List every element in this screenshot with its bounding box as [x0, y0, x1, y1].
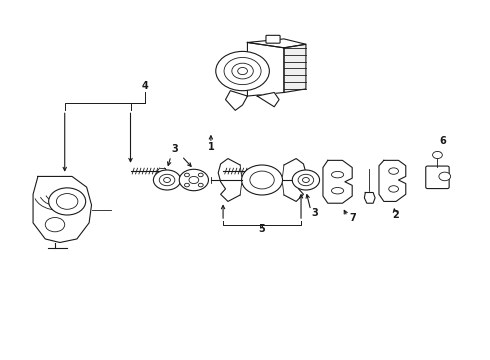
Circle shape: [179, 169, 208, 191]
Text: 3: 3: [171, 144, 178, 154]
Circle shape: [56, 194, 78, 209]
Circle shape: [185, 183, 190, 187]
Circle shape: [198, 173, 203, 177]
Ellipse shape: [389, 186, 398, 192]
Circle shape: [185, 173, 190, 177]
Circle shape: [216, 51, 270, 91]
Circle shape: [153, 170, 181, 190]
Circle shape: [232, 63, 253, 79]
Text: 4: 4: [142, 81, 148, 91]
Text: 3: 3: [311, 208, 318, 218]
Ellipse shape: [331, 188, 343, 194]
Text: 2: 2: [392, 210, 399, 220]
Circle shape: [250, 171, 274, 189]
Text: 7: 7: [350, 213, 357, 223]
Text: 1: 1: [208, 141, 214, 152]
Text: 6: 6: [439, 136, 446, 146]
Polygon shape: [218, 158, 240, 202]
Polygon shape: [365, 193, 375, 203]
Circle shape: [189, 176, 199, 184]
Ellipse shape: [331, 171, 343, 178]
Polygon shape: [247, 39, 306, 48]
Polygon shape: [284, 158, 306, 202]
Circle shape: [45, 217, 65, 232]
Circle shape: [298, 174, 314, 186]
Circle shape: [292, 170, 319, 190]
Circle shape: [159, 174, 175, 186]
Ellipse shape: [389, 168, 398, 174]
FancyBboxPatch shape: [426, 166, 449, 189]
Polygon shape: [225, 91, 247, 111]
Polygon shape: [323, 160, 352, 203]
Circle shape: [224, 58, 261, 85]
Circle shape: [238, 67, 247, 75]
Circle shape: [49, 188, 86, 215]
Circle shape: [439, 172, 451, 181]
Polygon shape: [33, 176, 92, 243]
FancyBboxPatch shape: [266, 35, 280, 43]
Polygon shape: [284, 44, 306, 93]
Circle shape: [164, 177, 171, 183]
Circle shape: [242, 165, 283, 195]
Circle shape: [302, 177, 309, 183]
Polygon shape: [257, 93, 279, 107]
Polygon shape: [379, 160, 406, 202]
Circle shape: [198, 183, 203, 187]
Polygon shape: [247, 42, 284, 96]
Circle shape: [433, 152, 442, 158]
Text: 5: 5: [259, 224, 266, 234]
